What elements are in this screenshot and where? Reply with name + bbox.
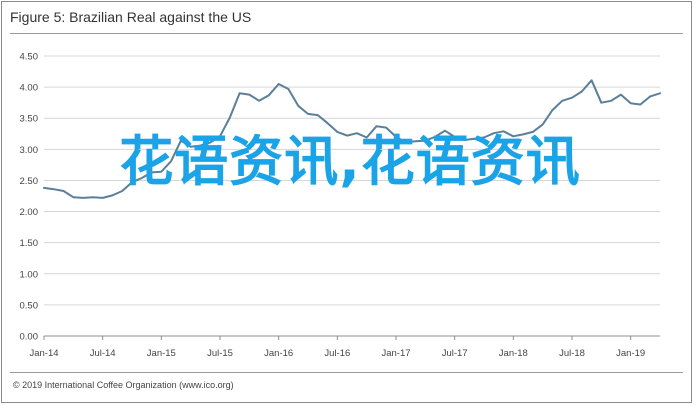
x-tick-label: Jul-16: [324, 348, 350, 359]
y-axis: 0.00 0.50 1.00 1.50 2.00 2.50 3.00 3.50 4.00 4.50: [20, 52, 39, 343]
footer-divider: [10, 372, 683, 373]
x-axis: Jan-14 Jul-14 Jan-15 Jul-15 Jan-16 Jul-16 Jan-…: [29, 335, 660, 359]
y-tick-label: 0.50: [20, 300, 39, 311]
x-tick-label: Jan-19: [616, 348, 645, 359]
series-line: [43, 79, 661, 199]
x-tick-label: Jul-17: [442, 348, 468, 359]
figure-title: Figure 5: Brazilian Real against the US: [10, 9, 252, 25]
x-tick-label: Jan-14: [29, 348, 58, 359]
y-tick-label: 1.00: [20, 269, 39, 280]
x-tick-label: Jan-17: [381, 348, 410, 359]
y-tick-label: 4.50: [20, 52, 39, 63]
gridlines: [44, 55, 660, 306]
x-tick-label: Jul-14: [90, 348, 116, 359]
y-tick-label: 1.50: [20, 238, 39, 249]
y-tick-label: 0.00: [20, 332, 39, 343]
y-tick-label: 4.00: [20, 83, 39, 94]
x-tick-label: Jan-16: [264, 348, 293, 359]
x-tick-label: Jan-15: [147, 348, 176, 359]
y-tick-label: 2.50: [20, 176, 39, 187]
series-layer: [43, 79, 661, 199]
copyright-note: © 2019 International Coffee Organization…: [13, 380, 234, 390]
x-tick-label: Jan-18: [499, 348, 528, 359]
x-tick-label: Jul-15: [207, 348, 233, 359]
x-tick-label: Jul-18: [559, 348, 585, 359]
y-tick-label: 2.00: [20, 207, 39, 218]
y-tick-label: 3.00: [20, 145, 39, 156]
watermark-overlay: 花语资讯,花语资讯: [119, 130, 581, 193]
y-tick-label: 3.50: [20, 114, 39, 125]
title-divider: [10, 33, 683, 34]
